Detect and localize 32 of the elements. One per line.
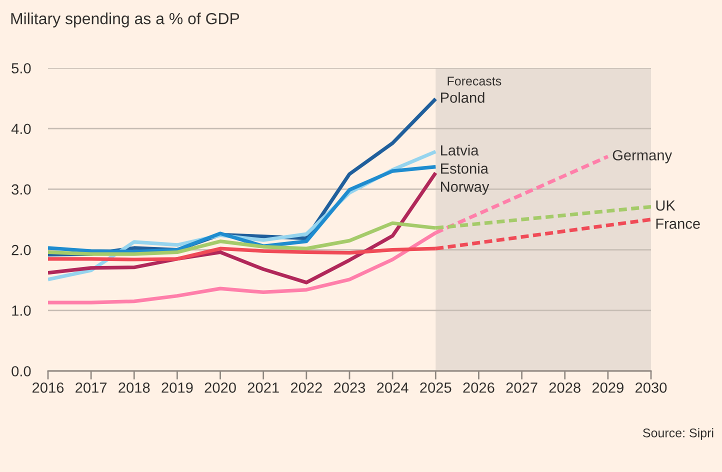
- series-label: Norway: [441, 182, 490, 195]
- x-tick-label: 2017: [76, 382, 107, 393]
- x-tick-label: 2018: [118, 382, 150, 393]
- x-tick-label: 2026: [463, 382, 494, 393]
- band-label: Forecasts: [448, 76, 502, 86]
- source-note: Source: Sipri: [643, 428, 714, 440]
- y-tick-label: 4.0: [11, 124, 31, 134]
- series-label: Poland: [441, 92, 484, 103]
- x-tick-label: 2028: [549, 382, 580, 393]
- series-label: France: [656, 218, 700, 229]
- y-tick-label: 5.0: [12, 63, 31, 74]
- y-tick-label: 3.0: [12, 184, 31, 195]
- x-tick-label: 2030: [636, 382, 667, 393]
- x-tick-label: 2021: [248, 382, 279, 393]
- line-series: [48, 164, 438, 254]
- y-tick-label: 2.0: [12, 244, 31, 256]
- series-label: Estonia: [441, 163, 488, 174]
- y-tick-label: 1.0: [12, 306, 31, 316]
- x-tick-label: 2027: [506, 382, 538, 393]
- x-tick-label: 2025: [420, 382, 452, 393]
- y-tick-label: 0.0: [12, 366, 31, 376]
- x-tick-label: 2023: [334, 382, 366, 393]
- x-tick-label: 2022: [290, 382, 322, 393]
- x-tick-label: 2019: [162, 382, 193, 393]
- series-label: Latvia: [441, 144, 479, 156]
- x-tick-label: 2024: [377, 382, 408, 393]
- series-label: Germany: [612, 150, 672, 164]
- x-tick-label: 2029: [592, 382, 624, 393]
- x-tick-label: 2020: [204, 382, 236, 393]
- series-label: UK: [656, 200, 676, 211]
- x-tick-label: 2016: [32, 382, 64, 393]
- chart-title: Military spending as a % of GDP: [11, 12, 240, 28]
